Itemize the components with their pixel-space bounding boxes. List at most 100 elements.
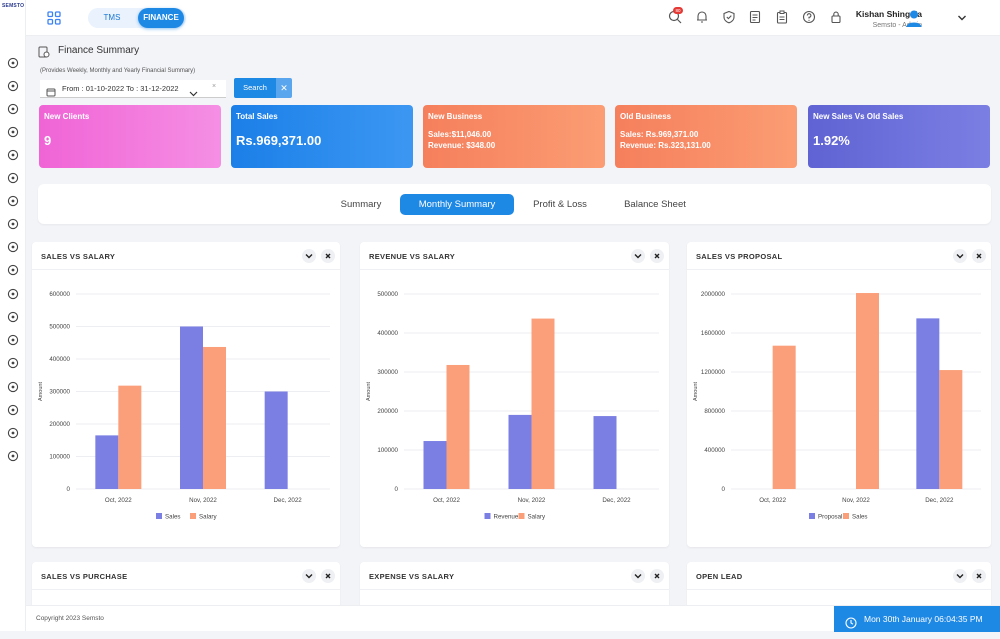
apps-icon[interactable]: [6, 426, 20, 440]
y-tick-label: 1200000: [701, 369, 726, 376]
y-tick-label: 0: [395, 486, 399, 493]
help-icon[interactable]: [801, 9, 817, 25]
gear-icon[interactable]: [6, 449, 20, 463]
trend-icon[interactable]: [6, 79, 20, 93]
y-tick-label: 2000000: [701, 291, 726, 298]
panel-title: SALES VS PROPOSAL: [696, 252, 783, 261]
collapse-icon[interactable]: [302, 569, 316, 583]
tab-summary[interactable]: Summary: [340, 199, 382, 210]
home-icon[interactable]: [6, 56, 20, 70]
wallet-icon[interactable]: [6, 217, 20, 231]
bank-icon[interactable]: [6, 287, 20, 301]
y-tick-label: 400000: [377, 330, 398, 337]
chevron-down-icon[interactable]: [189, 85, 198, 103]
y-tick-label: 200000: [377, 408, 398, 415]
dollar-cycle-icon[interactable]: [6, 356, 20, 370]
x-tick-label: Nov, 2022: [842, 497, 870, 504]
bar-chart: 0 100000 200000 300000 400000 500000 600000 Amo…: [38, 291, 330, 521]
date-range-picker[interactable]: From : 01-10-2022 To : 31-12-2022 ×: [40, 80, 226, 98]
notification-badge: 80: [673, 7, 683, 14]
dollar-icon[interactable]: [6, 194, 20, 208]
brand-logo: SEMSTO: [2, 3, 25, 9]
bar-chart: 0 100000 200000 300000 400000 500000 Amount Oct…: [366, 291, 659, 521]
panel-header: SALES VS SALARY: [32, 242, 340, 270]
user-circle-icon[interactable]: [6, 403, 20, 417]
legend-label: Salary: [199, 514, 217, 521]
bar-sales: [180, 326, 203, 489]
card-title: New Clients: [44, 112, 90, 121]
user-role: Semsto - Admin: [872, 22, 922, 29]
close-icon[interactable]: [650, 569, 664, 583]
bar-salary: [446, 364, 470, 489]
tab-profit-loss[interactable]: Profit & Loss: [533, 199, 587, 210]
chevron-down-icon[interactable]: [954, 10, 970, 26]
legend-label: Revenue: [494, 514, 519, 521]
avatar[interactable]: [904, 8, 924, 28]
search-button[interactable]: Search: [234, 78, 276, 98]
card-revenue: Revenue: Rs.323,131.00: [620, 141, 711, 150]
legend-swatch: [518, 513, 525, 519]
lock-icon[interactable]: [828, 9, 844, 25]
y-tick-label: 1600000: [701, 330, 726, 337]
close-icon[interactable]: [321, 569, 335, 583]
tab-balance-sheet[interactable]: Balance Sheet: [624, 199, 686, 210]
legend-swatch: [484, 513, 491, 519]
legend-swatch: [843, 513, 849, 519]
user-name: Kishan Shingala: [855, 9, 922, 19]
x-tick-label: Nov, 2022: [518, 497, 546, 504]
bar-revenue: [423, 441, 447, 489]
close-icon[interactable]: [972, 249, 986, 263]
y-tick-label: 500000: [49, 324, 70, 331]
clock-text: Mon 30th January 06:04:35 PM: [864, 614, 983, 624]
calendar-icon: [46, 84, 56, 102]
coins-icon[interactable]: [6, 240, 20, 254]
card-title: Old Business: [620, 112, 672, 121]
collapse-icon[interactable]: [302, 249, 316, 263]
apps-grid-icon[interactable]: [46, 10, 62, 26]
close-icon[interactable]: [972, 569, 986, 583]
collapse-icon[interactable]: [631, 569, 645, 583]
collapse-icon[interactable]: [953, 569, 967, 583]
bar-revenue: [508, 414, 532, 489]
close-icon[interactable]: [650, 249, 664, 263]
notes-icon[interactable]: [747, 9, 763, 25]
collapse-icon[interactable]: [953, 249, 967, 263]
id-card-icon[interactable]: [6, 102, 20, 116]
x-tick-label: Oct, 2022: [433, 497, 460, 504]
x-tick-label: Oct, 2022: [759, 497, 786, 504]
card-value: 9: [44, 133, 52, 148]
bar-chart: 0 400000 800000 1200000 1600000 2000000 Amount…: [693, 291, 981, 521]
finance-toggle[interactable]: FINANCE: [138, 8, 184, 28]
building-icon[interactable]: [6, 380, 20, 394]
cart-icon[interactable]: [6, 125, 20, 139]
x-tick-label: Oct, 2022: [105, 497, 132, 504]
clear-date-icon[interactable]: ×: [212, 83, 217, 90]
panel-title: SALES VS PURCHASE: [41, 572, 128, 581]
target-icon[interactable]: [6, 263, 20, 277]
tab-monthly-summary[interactable]: Monthly Summary: [400, 194, 514, 215]
clock-icon: [845, 613, 857, 639]
collapse-icon[interactable]: [631, 249, 645, 263]
panel-title: EXPENSE VS SALARY: [369, 572, 455, 581]
page-subtitle: (Provides Weekly, Monthly and Yearly Fin…: [40, 68, 196, 74]
clipboard-icon[interactable]: [774, 9, 790, 25]
close-icon[interactable]: ✕: [276, 78, 292, 98]
dollar-cycle-icon[interactable]: [6, 171, 20, 185]
card-title: New Sales Vs Old Sales: [813, 112, 904, 121]
document-icon[interactable]: [6, 333, 20, 347]
y-tick-label: 600000: [49, 291, 70, 298]
legend-label: Salary: [528, 514, 546, 521]
database-icon[interactable]: [6, 310, 20, 324]
close-icon[interactable]: [321, 249, 335, 263]
bell-icon[interactable]: [694, 9, 710, 25]
panel-title: SALES VS SALARY: [41, 252, 116, 261]
shield-icon[interactable]: [721, 9, 737, 25]
y-tick-label: 800000: [704, 408, 725, 415]
y-tick-label: 400000: [49, 356, 70, 363]
dollar-cycle-icon[interactable]: [6, 148, 20, 162]
panel-header: SALES VS PURCHASE: [32, 562, 340, 590]
date-range-text: From : 01-10-2022 To : 31-12-2022: [62, 84, 179, 93]
tms-toggle[interactable]: TMS: [103, 13, 121, 22]
chart-panel: SALES VS SALARY 0 100000 200000 300000 400000…: [32, 242, 340, 547]
module-toggle: TMS FINANCE: [88, 8, 186, 28]
